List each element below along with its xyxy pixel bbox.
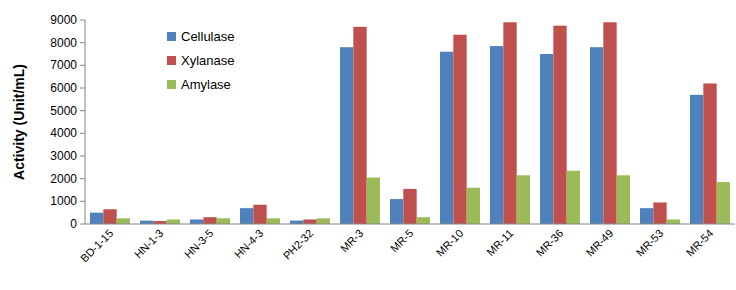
bar — [203, 217, 216, 224]
y-tick-label: 4000 — [50, 126, 77, 140]
bar — [703, 83, 716, 224]
x-axis — [85, 224, 735, 225]
legend-label: Cellulase — [181, 29, 234, 44]
bars — [90, 22, 730, 224]
legend-label: Xylanase — [181, 53, 234, 68]
bar — [367, 178, 380, 224]
bar — [317, 218, 330, 224]
chart: 0 1000 2000 3000 4000 5000 6000 7000 8000 9000 BD-… — [0, 0, 736, 290]
bar — [467, 188, 480, 224]
legend-label: Amylase — [181, 77, 231, 92]
bar — [167, 219, 180, 224]
bar — [190, 219, 203, 224]
y-tick-label: 9000 — [50, 13, 77, 27]
bar — [140, 221, 153, 224]
x-tick-label: HN-1-3 — [132, 227, 166, 261]
x-tick-label: HN-3-5 — [182, 227, 216, 261]
y-tick — [80, 65, 85, 66]
y-tick — [80, 88, 85, 89]
bar — [717, 182, 730, 224]
x-tick-label: MR-53 — [634, 227, 666, 259]
bar — [340, 47, 353, 224]
bar — [453, 35, 466, 224]
legend-swatch — [167, 56, 176, 65]
x-tick-label: MR-54 — [684, 227, 716, 259]
y-tick-label: 6000 — [50, 81, 77, 95]
bar — [303, 219, 316, 224]
bar — [403, 189, 416, 224]
legend-swatch — [167, 80, 176, 89]
bar — [90, 213, 103, 224]
y-tick — [80, 156, 85, 157]
y-tick — [80, 20, 85, 21]
bar — [417, 217, 430, 224]
bar — [653, 202, 666, 224]
legend-swatch — [167, 32, 176, 41]
bar — [667, 219, 680, 224]
bar — [440, 52, 453, 224]
y-tick — [80, 133, 85, 134]
bar — [590, 47, 603, 224]
x-tick-label: MR-10 — [434, 227, 466, 259]
y-tick — [80, 224, 85, 225]
bar — [240, 208, 253, 224]
y-tick-label: 1000 — [50, 194, 77, 208]
bar — [503, 22, 516, 224]
y-tick-label: 2000 — [50, 172, 77, 186]
y-tick — [80, 42, 85, 43]
y-tick-label: 3000 — [50, 149, 77, 163]
bar — [540, 54, 553, 224]
bar — [490, 46, 503, 224]
x-tick-label: PH2-32 — [281, 227, 316, 262]
bar — [353, 27, 366, 224]
y-tick — [80, 178, 85, 179]
bar — [517, 175, 530, 224]
y-tick — [80, 110, 85, 111]
bar — [567, 171, 580, 224]
bar — [267, 218, 280, 224]
y-tick — [80, 201, 85, 202]
x-tick-label: MR-11 — [484, 227, 515, 258]
bar — [553, 26, 566, 224]
bar — [390, 199, 403, 224]
y-tick-label: 5000 — [50, 104, 77, 118]
bar — [290, 221, 303, 224]
x-tick-label: HN-4-3 — [232, 227, 266, 261]
y-axis-label: Activity (Unit/mL) — [11, 64, 27, 180]
y-axis — [85, 20, 86, 224]
bar — [690, 95, 703, 224]
x-tick-label: BD-1-15 — [78, 227, 115, 264]
y-tick-label: 7000 — [50, 58, 77, 72]
x-tick-label: MR-49 — [584, 227, 616, 259]
x-tick-label: MR-36 — [534, 227, 566, 259]
y-tick-label: 8000 — [50, 36, 77, 50]
bar — [117, 218, 130, 224]
bar — [640, 208, 653, 224]
x-tick-label: MR-3 — [338, 227, 365, 254]
bar — [617, 175, 630, 224]
bar — [103, 209, 116, 224]
bar — [253, 205, 266, 224]
x-tick-label: MR-5 — [388, 227, 415, 254]
bar — [217, 218, 230, 224]
bar — [603, 22, 616, 224]
y-tick-label: 0 — [70, 217, 77, 231]
